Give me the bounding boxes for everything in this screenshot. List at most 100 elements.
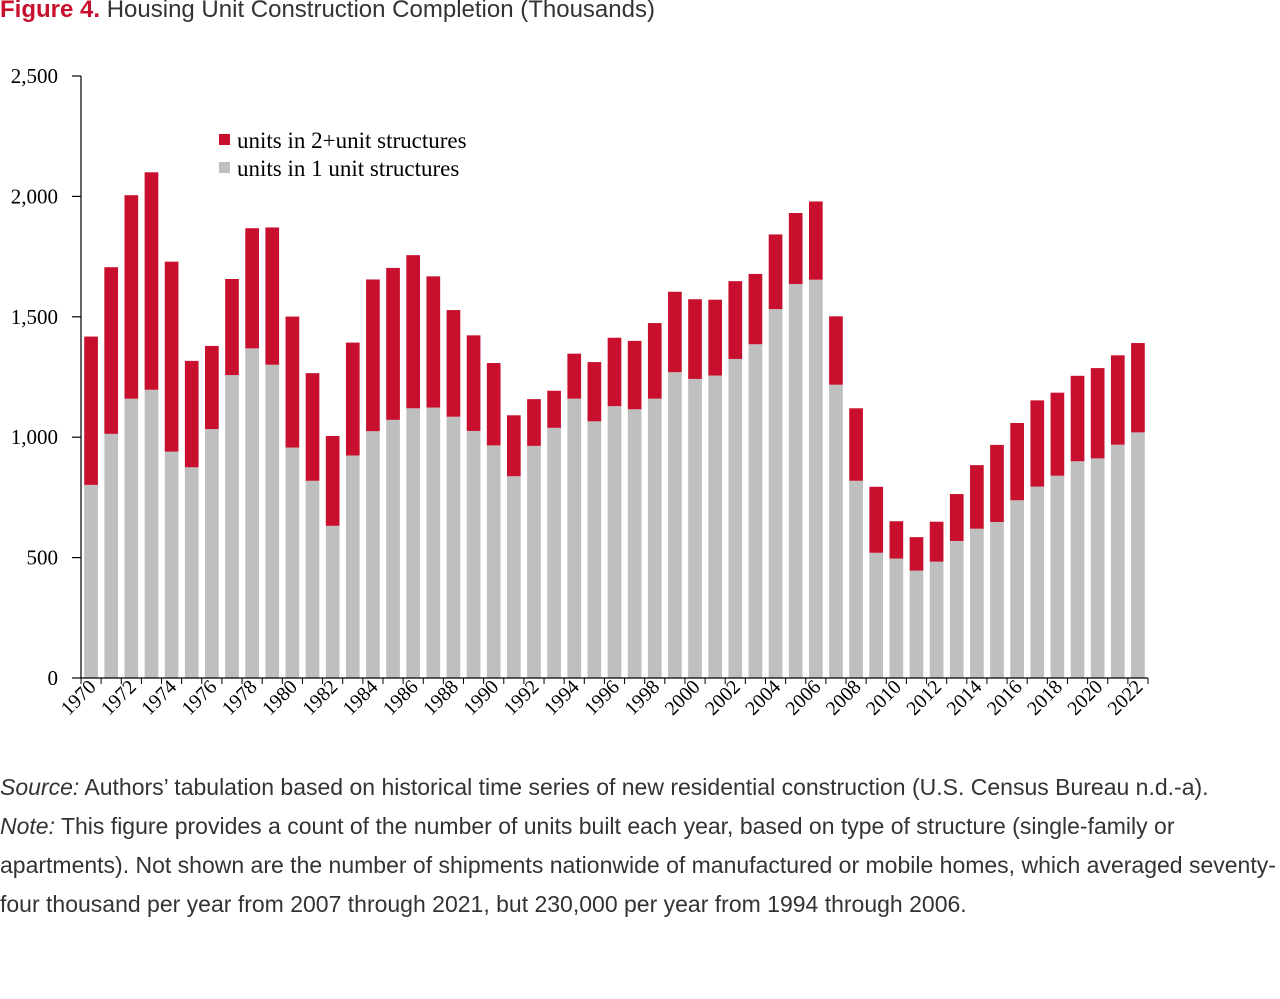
bar-single-unit-2018 <box>1050 475 1065 678</box>
bar-single-unit-2014 <box>970 528 984 678</box>
bar-multi-unit-2016 <box>1010 422 1024 501</box>
bar-multi-unit-2011 <box>909 537 924 571</box>
bar-multi-unit-2000 <box>688 299 702 379</box>
bar-single-unit-2016 <box>1010 500 1024 678</box>
bar-multi-unit-2015 <box>990 444 1004 522</box>
bar-multi-unit-2010 <box>889 521 904 559</box>
x-tick-label: 2020 <box>1063 676 1107 720</box>
bar-multi-unit-1970 <box>84 336 98 485</box>
bar-single-unit-2008 <box>849 480 863 678</box>
bar-single-unit-1978 <box>245 348 259 678</box>
y-tick-label: 500 <box>27 546 59 570</box>
bar-single-unit-2022 <box>1131 432 1145 678</box>
bar-single-unit-1983 <box>345 455 360 678</box>
x-tick-label: 1994 <box>540 676 584 720</box>
bar-single-unit-1975 <box>184 467 199 678</box>
bar-multi-unit-2007 <box>829 316 843 385</box>
bar-stacks <box>84 172 1145 678</box>
note-text: This figure provides a count of the numb… <box>0 813 1276 917</box>
figure-label: Figure 4. <box>0 0 101 23</box>
bar-multi-unit-1985 <box>386 267 400 420</box>
bar-multi-unit-2006 <box>808 201 823 280</box>
figure-title-text: Housing Unit Construction Completion (Th… <box>106 0 655 23</box>
bar-single-unit-1984 <box>366 431 380 678</box>
bar-multi-unit-1983 <box>345 342 360 456</box>
bar-single-unit-1990 <box>486 445 501 678</box>
bar-multi-unit-2019 <box>1070 375 1085 462</box>
bar-single-unit-2012 <box>929 561 944 678</box>
x-tick-label: 2016 <box>983 676 1027 720</box>
bar-multi-unit-1992 <box>527 399 541 446</box>
source-note: Source: Authors’ tabulation based on his… <box>0 768 1280 807</box>
bar-multi-unit-2008 <box>849 408 863 481</box>
bar-multi-unit-1974 <box>164 261 179 452</box>
bar-single-unit-1974 <box>164 451 179 678</box>
bar-single-unit-1987 <box>426 407 441 678</box>
bar-multi-unit-1991 <box>506 415 521 477</box>
bar-single-unit-1979 <box>265 364 280 678</box>
bar-single-unit-1999 <box>668 372 682 678</box>
bar-multi-unit-1971 <box>104 267 119 434</box>
y-tick-label: 1,500 <box>11 305 58 329</box>
bar-single-unit-1989 <box>466 430 481 678</box>
bar-multi-unit-2005 <box>788 213 803 285</box>
legend-label: units in 1 unit structures <box>237 156 459 181</box>
bar-multi-unit-1976 <box>205 345 219 430</box>
bar-single-unit-2003 <box>748 344 763 678</box>
bar-single-unit-1981 <box>305 480 320 678</box>
x-tick-label: 2006 <box>782 676 826 720</box>
x-tick-label: 2000 <box>661 676 705 720</box>
bar-multi-unit-1973 <box>144 172 159 390</box>
bar-single-unit-2019 <box>1070 461 1085 678</box>
housing-completions-chart: 0 500 1,000 1,500 2,000 2,500 1970197219741976… <box>11 64 1149 720</box>
bar-single-unit-1992 <box>527 445 541 678</box>
bar-multi-unit-2003 <box>748 273 763 345</box>
x-tick-label: 1980 <box>258 676 302 720</box>
x-tick-label: 2008 <box>822 676 866 720</box>
bar-single-unit-1985 <box>386 419 400 678</box>
bar-multi-unit-1990 <box>486 363 501 446</box>
x-tick-label: 1996 <box>580 676 624 720</box>
bar-single-unit-1998 <box>647 398 662 678</box>
bar-single-unit-1980 <box>285 447 300 678</box>
bar-multi-unit-1995 <box>587 362 602 422</box>
bar-multi-unit-1996 <box>607 337 622 407</box>
bar-multi-unit-2017 <box>1030 400 1045 487</box>
x-tick-label: 2018 <box>1023 676 1067 720</box>
x-tick-label: 1990 <box>459 676 503 720</box>
legend-swatch <box>219 162 230 173</box>
bar-multi-unit-1980 <box>285 316 300 448</box>
source-label: Source: <box>0 774 80 800</box>
bar-single-unit-1993 <box>547 427 561 678</box>
y-tick-label: 2,000 <box>11 184 58 208</box>
x-tick-label: 1998 <box>620 676 664 720</box>
note-label: Note: <box>0 813 55 839</box>
x-tick-label: 1970 <box>57 676 101 720</box>
bar-single-unit-1976 <box>205 429 219 678</box>
x-tick-label: 1976 <box>178 676 222 720</box>
bar-single-unit-1991 <box>506 476 521 678</box>
y-tick-label: 0 <box>48 666 59 690</box>
y-tick-label: 2,500 <box>11 64 58 88</box>
x-tick-label: 1988 <box>419 676 463 720</box>
bar-multi-unit-2018 <box>1050 392 1065 476</box>
bar-single-unit-2015 <box>990 521 1004 678</box>
note-paragraph: Note: This figure provides a count of th… <box>0 807 1280 924</box>
bar-multi-unit-2020 <box>1090 368 1105 459</box>
bar-multi-unit-2022 <box>1131 343 1145 433</box>
bar-single-unit-1995 <box>587 421 602 678</box>
bar-multi-unit-2014 <box>970 465 984 529</box>
bar-multi-unit-1979 <box>265 227 280 365</box>
x-tick-label: 1992 <box>500 676 544 720</box>
x-tick-label: 1984 <box>339 676 383 720</box>
bar-multi-unit-1997 <box>627 340 642 410</box>
bar-single-unit-1973 <box>144 389 159 678</box>
bar-single-unit-2006 <box>808 279 823 678</box>
bar-multi-unit-1986 <box>406 255 421 409</box>
bar-single-unit-2001 <box>708 375 723 678</box>
x-tick-label: 1978 <box>218 676 262 720</box>
bar-single-unit-1972 <box>124 398 139 678</box>
bar-multi-unit-1994 <box>567 353 582 399</box>
bar-multi-unit-1972 <box>124 195 139 399</box>
bar-single-unit-2021 <box>1110 444 1125 678</box>
